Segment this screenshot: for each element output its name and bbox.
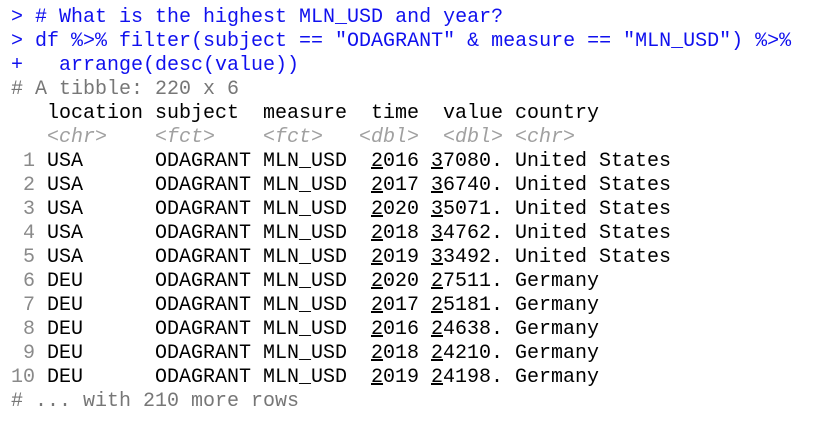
column-type: <chr> <box>47 126 108 149</box>
table-cell: 2020 <box>371 198 420 221</box>
table-cell: MLN_USD <box>263 270 348 293</box>
table-cell: USA <box>47 222 84 245</box>
table-cell: 24638. <box>431 318 504 341</box>
table-cell: DEU <box>47 294 84 317</box>
table-cell: MLN_USD <box>263 318 348 341</box>
row-number: 8 <box>23 318 36 341</box>
table-cell: ODAGRANT <box>155 222 252 245</box>
table-cell: 2017 <box>371 294 420 317</box>
table-cell: MLN_USD <box>263 198 348 221</box>
footer: # ... with 210 more rows <box>11 390 300 413</box>
table-cell: United States <box>515 174 672 197</box>
table-cell: 2017 <box>371 174 420 197</box>
table-cell: Germany <box>515 366 600 389</box>
table-cell: ODAGRANT <box>155 294 252 317</box>
table-cell: 24198. <box>431 366 504 389</box>
column-type: <fct> <box>263 126 324 149</box>
table-cell: USA <box>47 150 84 173</box>
table-cell: 2016 <box>371 318 420 341</box>
table-cell: ODAGRANT <box>155 270 252 293</box>
row-number: 5 <box>23 246 36 269</box>
table-cell: USA <box>47 174 84 197</box>
column-type: <dbl> <box>443 126 504 149</box>
table-cell: 2018 <box>371 222 420 245</box>
column-type: <dbl> <box>359 126 420 149</box>
input-line: > df %>% filter(subject == "ODAGRANT" & … <box>11 30 792 53</box>
table-cell: ODAGRANT <box>155 246 252 269</box>
column-header: time <box>371 102 420 125</box>
table-cell: MLN_USD <box>263 174 348 197</box>
table-cell: 2018 <box>371 342 420 365</box>
row-number: 9 <box>23 342 36 365</box>
table-cell: Germany <box>515 294 600 317</box>
table-cell: United States <box>515 246 672 269</box>
column-type: <fct> <box>155 126 216 149</box>
table-cell: 33492. <box>431 246 504 269</box>
row-number: 4 <box>23 222 36 245</box>
table-cell: DEU <box>47 270 84 293</box>
table-cell: ODAGRANT <box>155 318 252 341</box>
table-cell: Germany <box>515 342 600 365</box>
row-number: 1 <box>23 150 36 173</box>
table-cell: DEU <box>47 366 84 389</box>
table-cell: ODAGRANT <box>155 174 252 197</box>
table-cell: 34762. <box>431 222 504 245</box>
table-cell: 2019 <box>371 246 420 269</box>
table-cell: MLN_USD <box>263 246 348 269</box>
row-number: 2 <box>23 174 36 197</box>
column-header: country <box>515 102 600 125</box>
table-cell: 35071. <box>431 198 504 221</box>
input-line: + arrange(desc(value)) <box>11 54 300 77</box>
table-cell: Germany <box>515 270 600 293</box>
table-cell: United States <box>515 198 672 221</box>
table-cell: 25181. <box>431 294 504 317</box>
column-header: measure <box>263 102 348 125</box>
table-cell: United States <box>515 222 672 245</box>
row-number: 7 <box>23 294 36 317</box>
table-cell: 2020 <box>371 270 420 293</box>
column-header: value <box>443 102 504 125</box>
table-cell: DEU <box>47 342 84 365</box>
table-cell: United States <box>515 150 672 173</box>
table-cell: DEU <box>47 318 84 341</box>
table-cell: 2019 <box>371 366 420 389</box>
table-cell: MLN_USD <box>263 222 348 245</box>
column-type: <chr> <box>515 126 576 149</box>
table-cell: MLN_USD <box>263 366 348 389</box>
table-cell: USA <box>47 246 84 269</box>
table-cell: ODAGRANT <box>155 198 252 221</box>
table-cell: USA <box>47 198 84 221</box>
table-cell: MLN_USD <box>263 342 348 365</box>
table-cell: 27511. <box>431 270 504 293</box>
row-number: 3 <box>23 198 36 221</box>
table-cell: ODAGRANT <box>155 342 252 365</box>
input-line: > # What is the highest MLN_USD and year… <box>11 6 504 29</box>
column-header: location <box>47 102 144 125</box>
table-cell: 36740. <box>431 174 504 197</box>
table-cell: MLN_USD <box>263 294 348 317</box>
column-header: subject <box>155 102 240 125</box>
row-number: 10 <box>11 366 36 389</box>
tibble-header: # A tibble: 220 x 6 <box>11 78 240 101</box>
table-cell: 37080. <box>431 150 504 173</box>
table-cell: ODAGRANT <box>155 366 252 389</box>
row-number: 6 <box>23 270 36 293</box>
table-cell: ODAGRANT <box>155 150 252 173</box>
table-cell: 2016 <box>371 150 420 173</box>
table-cell: 24210. <box>431 342 504 365</box>
table-cell: MLN_USD <box>263 150 348 173</box>
table-cell: Germany <box>515 318 600 341</box>
